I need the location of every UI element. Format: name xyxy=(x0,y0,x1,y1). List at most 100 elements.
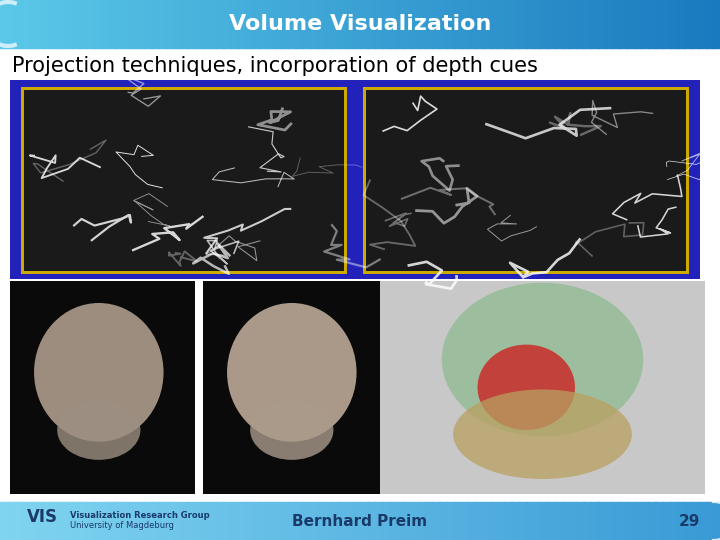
Bar xyxy=(21,87,347,274)
Bar xyxy=(259,502,267,540)
Bar xyxy=(619,502,627,540)
Bar xyxy=(331,502,339,540)
Bar xyxy=(662,0,670,48)
Bar xyxy=(209,502,217,540)
Bar xyxy=(706,502,714,540)
Bar xyxy=(418,0,426,48)
Bar xyxy=(583,502,591,540)
Bar xyxy=(526,0,534,48)
Bar xyxy=(130,502,138,540)
Text: Projection techniques, incorporation of depth cues: Projection techniques, incorporation of … xyxy=(12,56,538,76)
Bar xyxy=(439,502,447,540)
Bar xyxy=(380,281,705,494)
Bar xyxy=(43,0,51,48)
Bar xyxy=(497,502,505,540)
Bar xyxy=(482,502,490,540)
Bar xyxy=(108,0,116,48)
Bar xyxy=(144,502,152,540)
Bar xyxy=(576,0,584,48)
Bar xyxy=(410,502,418,540)
Bar xyxy=(108,502,116,540)
Bar xyxy=(504,0,512,48)
Bar xyxy=(24,90,344,271)
Bar xyxy=(144,0,152,48)
Bar xyxy=(230,0,238,48)
Ellipse shape xyxy=(250,400,333,460)
Bar xyxy=(94,502,102,540)
Bar xyxy=(295,502,303,540)
Bar xyxy=(72,0,80,48)
Bar xyxy=(454,502,462,540)
Bar xyxy=(382,0,390,48)
Bar xyxy=(454,0,462,48)
Bar xyxy=(360,0,368,48)
Bar xyxy=(353,0,361,48)
Bar xyxy=(641,0,649,48)
Bar xyxy=(122,0,130,48)
Bar xyxy=(58,502,66,540)
Bar xyxy=(346,0,354,48)
Bar xyxy=(461,0,469,48)
Bar xyxy=(655,0,663,48)
Text: Visualization Research Group: Visualization Research Group xyxy=(70,511,210,521)
Bar xyxy=(187,0,195,48)
Bar xyxy=(36,502,44,540)
Bar xyxy=(245,0,253,48)
Bar xyxy=(547,0,555,48)
Bar xyxy=(10,281,195,494)
Bar xyxy=(446,502,454,540)
Bar xyxy=(684,502,692,540)
Ellipse shape xyxy=(227,303,356,442)
Bar xyxy=(540,502,548,540)
Bar xyxy=(374,0,382,48)
Bar xyxy=(396,0,404,48)
Bar xyxy=(252,0,260,48)
Bar xyxy=(648,0,656,48)
Bar xyxy=(115,502,123,540)
Bar xyxy=(202,502,210,540)
Bar xyxy=(50,0,58,48)
Bar xyxy=(626,502,634,540)
Bar xyxy=(374,502,382,540)
Bar xyxy=(310,502,318,540)
Bar xyxy=(137,0,145,48)
Bar xyxy=(0,502,8,540)
Text: 29: 29 xyxy=(679,514,700,529)
Bar xyxy=(101,0,109,48)
Bar xyxy=(7,0,15,48)
Bar xyxy=(425,0,433,48)
Bar xyxy=(533,502,541,540)
Bar xyxy=(324,502,332,540)
Bar xyxy=(468,0,476,48)
Bar xyxy=(266,0,274,48)
Bar xyxy=(266,502,274,540)
Bar xyxy=(432,0,440,48)
Bar xyxy=(216,502,224,540)
Bar xyxy=(648,502,656,540)
Bar xyxy=(634,0,642,48)
Bar xyxy=(475,0,483,48)
Bar xyxy=(432,502,440,540)
Bar xyxy=(151,502,159,540)
Bar xyxy=(14,0,22,48)
Bar xyxy=(598,0,606,48)
Bar xyxy=(418,502,426,540)
Bar xyxy=(662,502,670,540)
Bar xyxy=(158,502,166,540)
Bar xyxy=(626,0,634,48)
Bar xyxy=(367,0,375,48)
Bar xyxy=(166,0,174,48)
Text: Volume Visualization: Volume Visualization xyxy=(229,14,491,34)
Bar xyxy=(518,502,526,540)
Bar xyxy=(511,0,519,48)
Bar xyxy=(274,502,282,540)
Bar xyxy=(10,80,700,279)
Bar xyxy=(338,0,346,48)
Bar xyxy=(202,0,210,48)
Bar xyxy=(86,0,94,48)
Bar xyxy=(691,0,699,48)
Bar xyxy=(72,502,80,540)
Bar xyxy=(281,502,289,540)
Bar xyxy=(562,0,570,48)
Bar xyxy=(554,0,562,48)
